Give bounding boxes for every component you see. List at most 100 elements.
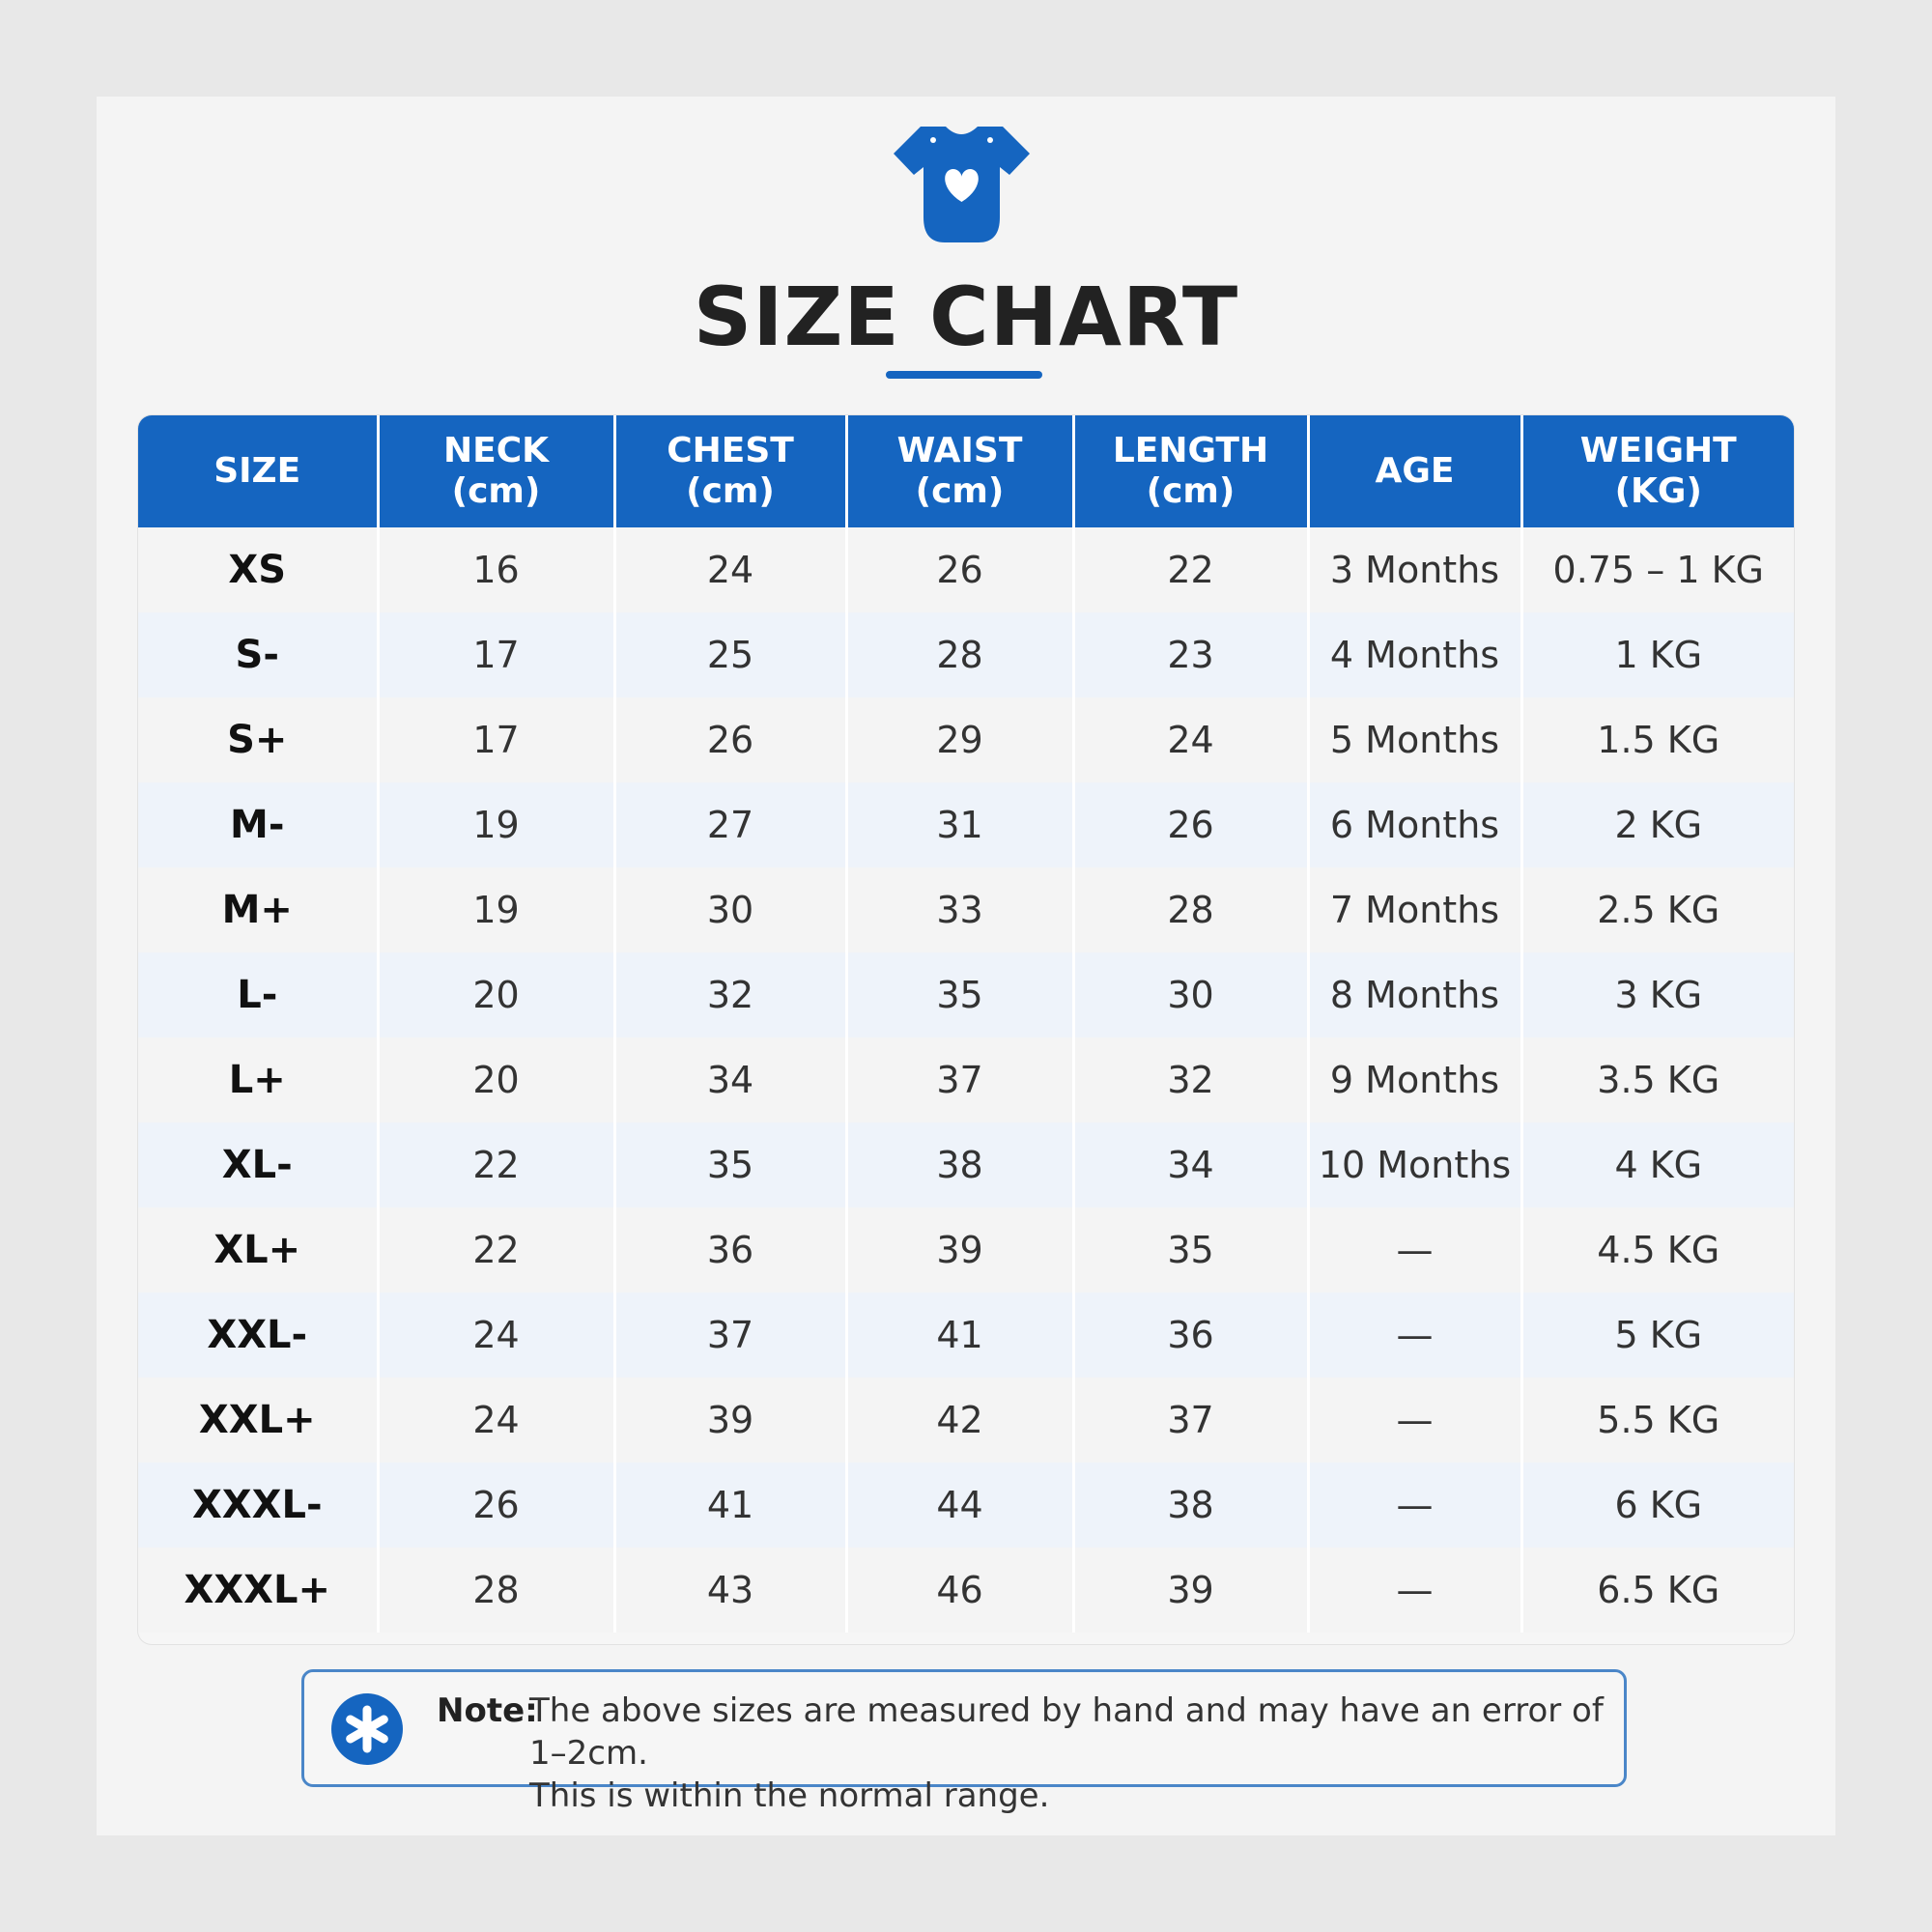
cell-age: 5 Months <box>1306 697 1521 782</box>
table-row: XXXL- 26 41 44 38—6 KG <box>138 1463 1794 1548</box>
cell-neck: 20 <box>376 952 614 1037</box>
cell-length: 30 <box>1071 952 1308 1037</box>
asterisk-icon <box>331 1693 403 1765</box>
cell-neck: 19 <box>376 782 614 867</box>
cell-neck: 19 <box>376 867 614 952</box>
cell-chest: 30 <box>612 867 846 952</box>
page-title: SIZE CHART <box>693 270 1239 364</box>
cell-length: 38 <box>1071 1463 1308 1548</box>
cell-chest: 27 <box>612 782 846 867</box>
baby-onesie-heart-icon <box>894 127 1030 242</box>
cell-weight: 5.5 KG <box>1520 1378 1794 1463</box>
size-table-container: SIZE NECK (cm) CHEST (cm) WAIST (cm) LENGTH… <box>138 415 1794 1644</box>
cell-weight: 3.5 KG <box>1520 1037 1794 1122</box>
table-row: L+ 20 34 37 32 9 Months 3.5 KG <box>138 1037 1794 1122</box>
note-line-2: This is within the normal range. <box>529 1776 1050 1815</box>
cell-weight: 0.75 – 1 KG <box>1520 527 1794 612</box>
header-length: LENGTH (cm) <box>1071 415 1308 527</box>
cell-weight: 6.5 KG <box>1520 1548 1794 1633</box>
cell-waist: 46 <box>844 1548 1073 1633</box>
cell-weight: 1.5 KG <box>1520 697 1794 782</box>
cell-length: 23 <box>1071 612 1308 697</box>
table-row: S- 17 25 28 23 4 Months 1 KG <box>138 612 1794 697</box>
table-row: XXXL+ 28 43 46 39—6.5 KG <box>138 1548 1794 1633</box>
cell-size: S+ <box>138 697 378 782</box>
cell-age: — <box>1306 1378 1521 1463</box>
table-row: XS 16 24 26 22 3 Months 0.75 – 1 KG <box>138 527 1794 612</box>
cell-waist: 37 <box>844 1037 1073 1122</box>
cell-neck: 16 <box>376 527 614 612</box>
cell-size: XXL- <box>138 1293 378 1378</box>
table-row: XXL+ 24 39 42 37—5.5 KG <box>138 1378 1794 1463</box>
cell-waist: 29 <box>844 697 1073 782</box>
table-row: XL- 22 35 38 34 10 Months 4 KG <box>138 1122 1794 1208</box>
cell-waist: 44 <box>844 1463 1073 1548</box>
cell-length: 26 <box>1071 782 1308 867</box>
cell-size: XXXL- <box>138 1463 378 1548</box>
cell-age: — <box>1306 1208 1521 1293</box>
table-body: XS 16 24 26 22 3 Months 0.75 – 1 KG S- 17 25 28 23 4… <box>138 527 1794 1633</box>
cell-size: XL+ <box>138 1208 378 1293</box>
cell-age: 8 Months <box>1306 952 1521 1037</box>
cell-size: S- <box>138 612 378 697</box>
header-neck: NECK (cm) <box>376 415 614 527</box>
cell-chest: 37 <box>612 1293 846 1378</box>
cell-size: XS <box>138 527 378 612</box>
header-waist: WAIST (cm) <box>844 415 1073 527</box>
cell-neck: 26 <box>376 1463 614 1548</box>
cell-age: 9 Months <box>1306 1037 1521 1122</box>
cell-waist: 41 <box>844 1293 1073 1378</box>
cell-neck: 24 <box>376 1293 614 1378</box>
cell-length: 32 <box>1071 1037 1308 1122</box>
table-header-row: SIZE NECK (cm) CHEST (cm) WAIST (cm) LENGTH… <box>138 415 1794 527</box>
cell-age: — <box>1306 1548 1521 1633</box>
header-chest: CHEST (cm) <box>612 415 846 527</box>
cell-neck: 17 <box>376 612 614 697</box>
cell-age: 3 Months <box>1306 527 1521 612</box>
cell-chest: 41 <box>612 1463 846 1548</box>
title-underline <box>886 371 1042 379</box>
cell-neck: 22 <box>376 1208 614 1293</box>
table-row: XXL- 24 37 41 36—5 KG <box>138 1293 1794 1378</box>
cell-length: 22 <box>1071 527 1308 612</box>
cell-length: 34 <box>1071 1122 1308 1208</box>
table-row: XL+ 22 36 39 35—4.5 KG <box>138 1208 1794 1293</box>
cell-waist: 28 <box>844 612 1073 697</box>
cell-weight: 5 KG <box>1520 1293 1794 1378</box>
cell-chest: 24 <box>612 527 846 612</box>
header-size: SIZE <box>138 415 378 527</box>
header-weight: WEIGHT (KG) <box>1520 415 1794 527</box>
cell-chest: 34 <box>612 1037 846 1122</box>
cell-waist: 26 <box>844 527 1073 612</box>
cell-chest: 26 <box>612 697 846 782</box>
table-row: M+ 19 30 33 28 7 Months 2.5 KG <box>138 867 1794 952</box>
cell-waist: 42 <box>844 1378 1073 1463</box>
size-table: SIZE NECK (cm) CHEST (cm) WAIST (cm) LENGTH… <box>138 415 1794 1633</box>
cell-neck: 17 <box>376 697 614 782</box>
cell-chest: 43 <box>612 1548 846 1633</box>
cell-waist: 38 <box>844 1122 1073 1208</box>
cell-size: XL- <box>138 1122 378 1208</box>
cell-length: 35 <box>1071 1208 1308 1293</box>
cell-waist: 33 <box>844 867 1073 952</box>
cell-age: 10 Months <box>1306 1122 1521 1208</box>
cell-neck: 20 <box>376 1037 614 1122</box>
cell-age: 4 Months <box>1306 612 1521 697</box>
cell-waist: 35 <box>844 952 1073 1037</box>
cell-length: 24 <box>1071 697 1308 782</box>
cell-size: L- <box>138 952 378 1037</box>
cell-length: 36 <box>1071 1293 1308 1378</box>
cell-weight: 4 KG <box>1520 1122 1794 1208</box>
table-row: M- 19 27 31 26 6 Months 2 KG <box>138 782 1794 867</box>
cell-chest: 32 <box>612 952 846 1037</box>
cell-size: M+ <box>138 867 378 952</box>
note-box: Note: The above sizes are measured by ha… <box>301 1669 1627 1815</box>
table-row: S+ 17 26 29 24 5 Months 1.5 KG <box>138 697 1794 782</box>
cell-size: M- <box>138 782 378 867</box>
cell-weight: 1 KG <box>1520 612 1794 697</box>
cell-waist: 39 <box>844 1208 1073 1293</box>
cell-size: XXL+ <box>138 1378 378 1463</box>
note-label: Note: <box>437 1691 538 1730</box>
cell-neck: 28 <box>376 1548 614 1633</box>
cell-age: 7 Months <box>1306 867 1521 952</box>
